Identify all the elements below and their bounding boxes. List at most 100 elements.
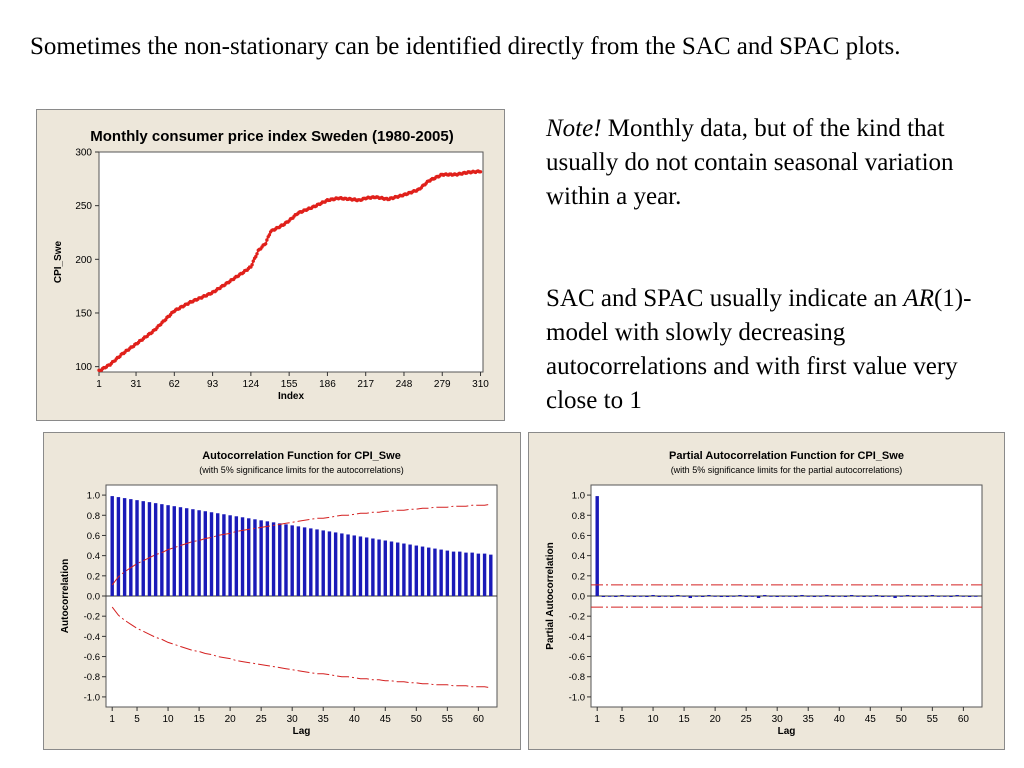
bar-lag-26 (750, 596, 755, 597)
bar-lag-48 (402, 543, 406, 596)
bar-lag-40 (352, 535, 356, 596)
y-tick-label: 0.4 (572, 551, 585, 562)
x-tick-label: 186 (319, 379, 336, 390)
sac-text-ar: AR (903, 285, 934, 312)
bar-lag-3 (607, 596, 612, 597)
bar-lag-50 (899, 596, 904, 597)
bar-lag-7 (147, 502, 152, 596)
bar-lag-53 (918, 596, 922, 597)
chart-title: Autocorrelation Function for CPI_Swe (202, 450, 401, 462)
bar-lag-48 (887, 596, 891, 597)
y-tick-label: 0.0 (87, 592, 100, 603)
acf-chart-panel: Autocorrelation Function for CPI_Swe (wit… (43, 432, 521, 750)
x-tick-label: 35 (318, 714, 330, 725)
x-tick-label: 279 (434, 379, 451, 390)
data-point (255, 252, 259, 256)
bar-lag-43 (856, 596, 860, 597)
acf-chart: Autocorrelation Function for CPI_Swe (wit… (60, 450, 498, 737)
bar-lag-20 (713, 596, 717, 597)
chart-title: Partial Autocorrelation Function for CPI… (669, 450, 904, 462)
bar-lag-2 (601, 596, 606, 598)
bar-lag-14 (191, 509, 195, 596)
bar-lag-6 (626, 596, 630, 597)
bar-lag-45 (868, 596, 872, 597)
x-tick-label: 25 (256, 714, 268, 725)
bar-lag-52 (427, 547, 431, 596)
bar-lag-23 (247, 518, 251, 596)
x-tick-label: 50 (896, 714, 908, 725)
x-tick-label: 30 (287, 714, 299, 725)
bar-lag-38 (340, 533, 344, 596)
x-tick-label: 15 (679, 714, 691, 725)
bar-lag-45 (383, 540, 387, 596)
bar-lag-11 (657, 596, 661, 598)
bar-lag-61 (967, 596, 972, 598)
bar-lag-30 (290, 525, 294, 596)
x-tick-label: 5 (134, 714, 140, 725)
bar-lag-4 (614, 596, 618, 598)
bar-lag-5 (135, 500, 139, 596)
bar-lag-29 (769, 596, 773, 597)
bar-lag-62 (974, 596, 978, 597)
bar-lag-2 (116, 497, 121, 596)
bar-lag-28 (278, 523, 282, 596)
x-tick-label: 217 (357, 379, 374, 390)
y-axis-label: CPI_Swe (53, 240, 64, 283)
x-tick-label: 10 (163, 714, 175, 725)
bar-lag-15 (197, 510, 201, 596)
y-tick-label: 100 (75, 362, 92, 373)
lower-significance-limit (111, 606, 491, 689)
y-tick-label: 200 (75, 255, 92, 266)
bar-lag-18 (216, 513, 220, 596)
bar-lag-4 (129, 499, 133, 596)
bar-lag-21 (234, 516, 239, 596)
bar-lag-19 (222, 514, 226, 596)
x-tick-label: 55 (442, 714, 454, 725)
bar-lag-22 (725, 596, 730, 598)
bar-lag-9 (160, 504, 164, 596)
x-tick-label: 31 (130, 379, 142, 390)
x-axis-label: Index (278, 391, 305, 402)
bar-lag-19 (707, 594, 711, 596)
bar-lag-8 (153, 503, 158, 596)
bar-lag-34 (800, 594, 804, 596)
bar-lag-12 (178, 507, 183, 596)
bar-lag-3 (122, 498, 127, 596)
y-tick-label: -0.4 (84, 632, 100, 643)
bar-lag-32 (302, 527, 307, 596)
x-tick-label: 5 (619, 714, 625, 725)
bar-lag-20 (228, 515, 232, 596)
bar-lag-55 (930, 594, 935, 596)
x-tick-label: 60 (958, 714, 970, 725)
x-tick-label: 55 (927, 714, 939, 725)
bar-lag-59 (955, 594, 959, 596)
bar-lag-44 (862, 596, 866, 598)
bar-lag-13 (669, 596, 674, 598)
bar-lag-37 (818, 596, 823, 597)
bar-lag-13 (184, 508, 189, 596)
bar-lag-25 (744, 596, 748, 598)
cpi-time-series-chart: Monthly consumer price index Sweden (198… (53, 128, 489, 402)
y-tick-label: 300 (75, 148, 92, 159)
bar-lag-42 (364, 537, 369, 596)
sac-spac-text: SAC and SPAC usually indicate an AR(1)-m… (546, 282, 996, 418)
bar-lag-60 (961, 596, 966, 597)
y-tick-label: 0.4 (87, 551, 100, 562)
data-point (478, 170, 483, 174)
bar-lag-26 (265, 521, 270, 596)
x-tick-label: 1 (109, 714, 115, 725)
bar-lag-12 (663, 596, 668, 597)
bar-lag-15 (682, 596, 686, 597)
y-tick-label: -1.0 (569, 692, 585, 703)
bar-lag-58 (949, 596, 953, 598)
x-tick-label: 248 (396, 379, 413, 390)
bar-lag-31 (781, 596, 786, 597)
bar-lag-16 (203, 511, 207, 596)
data-point (265, 238, 269, 242)
y-tick-label: -0.8 (569, 672, 585, 683)
bar-lag-33 (794, 596, 798, 598)
y-tick-label: -0.6 (569, 652, 585, 663)
bar-lag-58 (464, 552, 468, 596)
bar-lag-9 (645, 596, 649, 598)
data-point (254, 254, 258, 259)
